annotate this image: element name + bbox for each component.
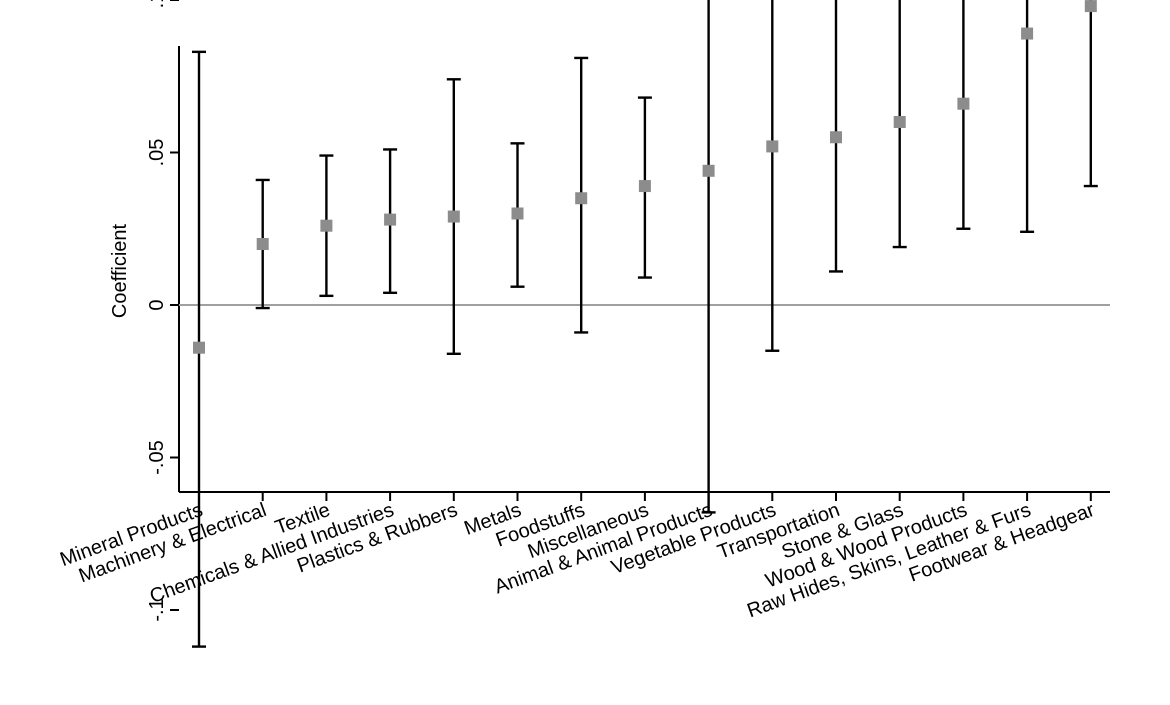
coefficient-marker <box>256 238 269 250</box>
y-axis-ticks: -.1-.050.05.1.15 <box>146 0 179 622</box>
coefficient-marker <box>1021 27 1034 40</box>
x-axis-ticks <box>198 492 1092 501</box>
coefficient-marker <box>447 210 460 223</box>
coefficient-marker <box>702 164 715 177</box>
plot-area: -.1-.050.05.1.15 Mineral ProductsMachine… <box>57 0 1110 648</box>
coefficient-marker <box>511 207 524 220</box>
y-tick-label: .05 <box>146 139 168 167</box>
coefficient-markers <box>193 0 1097 354</box>
coefficient-marker <box>766 140 779 153</box>
coefficient-marker <box>1084 0 1097 13</box>
coefficient-marker <box>638 180 651 193</box>
y-tick-label: -.1 <box>146 598 168 621</box>
y-axis-title: Coefficient <box>109 223 131 318</box>
y-tick-label: .1 <box>146 0 168 8</box>
coefficient-marker <box>957 97 970 110</box>
y-tick-label: -.05 <box>146 440 168 474</box>
coefficient-marker <box>575 192 588 205</box>
y-tick-label: 0 <box>146 299 168 310</box>
coefficient-marker <box>193 341 205 354</box>
coefficient-marker <box>893 116 906 128</box>
coefficient-marker <box>830 131 842 144</box>
coefficient-marker <box>320 219 333 232</box>
coefficient-marker <box>384 213 397 226</box>
